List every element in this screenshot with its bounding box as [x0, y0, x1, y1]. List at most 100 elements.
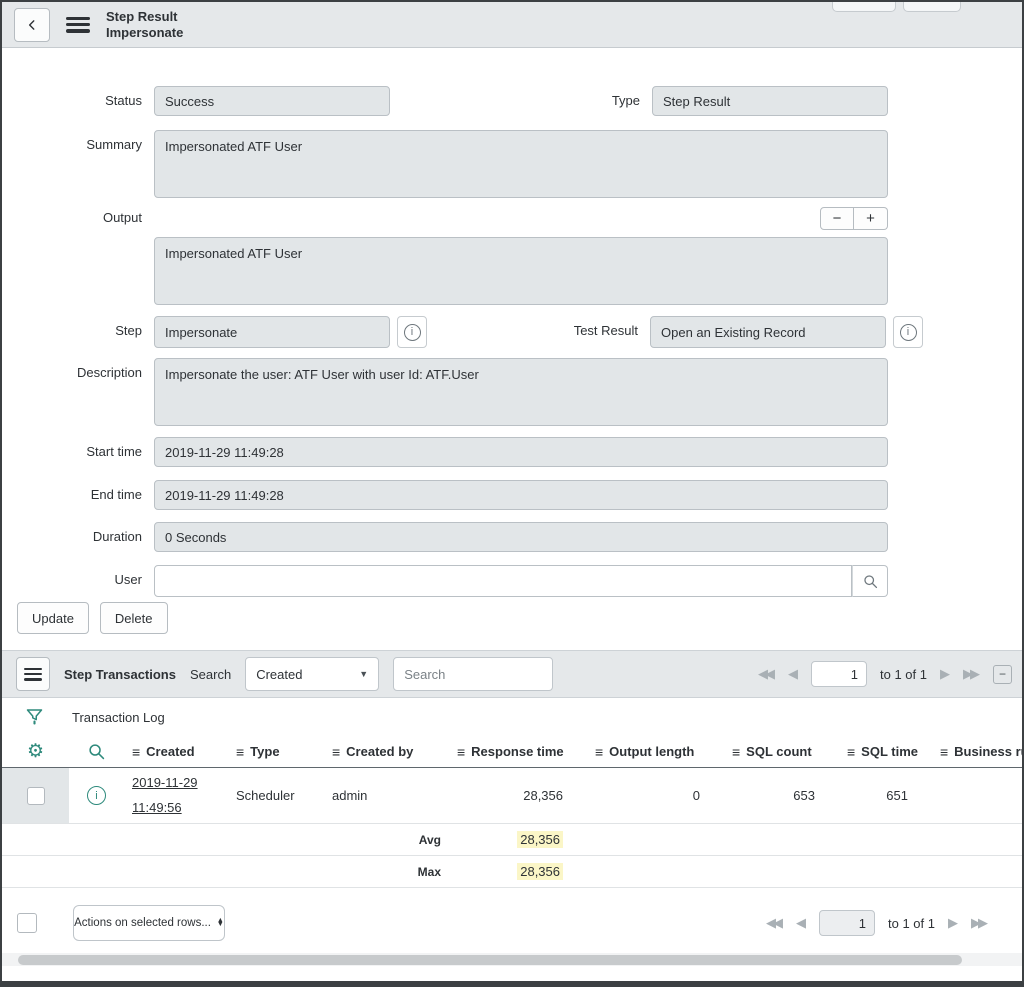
form-row-end-time: End time 2019-11-29 11:49:28 [2, 480, 888, 510]
test-result-field[interactable]: Open an Existing Record [650, 316, 886, 348]
description-field[interactable]: Impersonate the user: ATF User with user… [154, 358, 888, 426]
form-row-step-testresult: Step Impersonate i Test Result Open an E… [2, 316, 923, 348]
chevron-down-icon: ▼ [359, 669, 369, 679]
search-field-selected: Created [256, 666, 303, 682]
description-value: Impersonate the user: ATF User with user… [165, 367, 479, 382]
delete-button[interactable]: Delete [99, 602, 168, 634]
output-spacer-label [2, 237, 142, 244]
highlighted-value: 28,356 [517, 831, 563, 848]
cell-sql-time: 651 [886, 788, 908, 803]
column-header-created[interactable]: ≡ Created [124, 744, 228, 760]
output-grow-button[interactable]: + [854, 207, 888, 230]
record-name-title: Impersonate [106, 24, 184, 40]
list-search-cell [69, 742, 124, 761]
column-label: Type [250, 744, 280, 759]
end-time-field[interactable]: 2019-11-29 11:49:28 [154, 480, 888, 510]
filter-funnel-icon[interactable] [24, 706, 45, 728]
column-label: Created [146, 744, 195, 759]
column-menu-icon: ≡ [236, 743, 245, 760]
description-label: Description [76, 365, 142, 380]
form-row-output-controls: Output − + [2, 207, 888, 230]
user-lookup-button[interactable] [852, 565, 888, 597]
actions-on-selected-rows-select[interactable]: Actions on selected rows... ▲ ▼ [73, 905, 225, 941]
column-label: Output length [609, 744, 695, 759]
end-time-value: 2019-11-29 11:49:28 [165, 487, 284, 503]
output-shrink-button[interactable]: − [820, 207, 854, 230]
chevron-left-icon [28, 19, 35, 30]
output-field[interactable]: Impersonated ATF User [154, 237, 888, 305]
type-label: Type [611, 93, 640, 108]
update-button[interactable]: Update [17, 602, 89, 634]
form-row-duration: Duration 0 Seconds [2, 522, 888, 552]
form-row-start-time: Start time 2019-11-29 11:49:28 [2, 437, 888, 467]
column-header-type[interactable]: ≡ Type [228, 744, 324, 760]
step-preview-button[interactable]: i [397, 316, 427, 348]
row-select-cell [2, 768, 69, 823]
max-response-time: 28,356 [449, 863, 587, 880]
list-search-input[interactable] [393, 657, 554, 691]
next-page-icon[interactable]: ▶ [940, 666, 950, 681]
status-value: Success [165, 93, 215, 109]
status-label: Status [105, 93, 142, 108]
previous-page-icon[interactable]: ◀ [796, 915, 807, 930]
gear-icon[interactable]: ⚙ [26, 741, 45, 762]
column-header-created-by[interactable]: ≡ Created by [324, 744, 449, 760]
step-field[interactable]: Impersonate [154, 316, 390, 348]
page-number-input[interactable] [811, 661, 868, 687]
avg-label: Avg [418, 832, 441, 847]
summary-label: Summary [86, 137, 142, 152]
last-page-icon[interactable]: ▶▶ [963, 666, 980, 681]
column-header-sql-count[interactable]: ≡ SQL count [724, 744, 839, 760]
user-input[interactable] [154, 565, 852, 597]
record-type-title: Step Result [106, 8, 178, 24]
column-header-business-rule[interactable]: ≡ Business rul [932, 744, 1022, 760]
cutoff-header-button-2[interactable] [903, 2, 961, 12]
list-context-menu-button[interactable] [16, 657, 50, 691]
duration-label: Duration [92, 529, 142, 544]
column-menu-icon: ≡ [332, 743, 341, 760]
list-gear-cell: ⚙ [2, 742, 69, 761]
column-menu-icon: ≡ [132, 743, 141, 760]
type-field[interactable]: Step Result [652, 86, 888, 116]
column-header-sql-time[interactable]: ≡ SQL time [839, 744, 932, 760]
cutoff-header-button-1[interactable] [832, 2, 896, 12]
status-field[interactable]: Success [154, 86, 390, 116]
page-number-input[interactable] [819, 910, 876, 936]
output-zoom-controls: − + [154, 207, 888, 230]
end-time-label: End time [90, 487, 142, 502]
horizontal-scrollbar [2, 953, 1022, 966]
test-result-preview-button[interactable]: i [893, 316, 923, 348]
start-time-field[interactable]: 2019-11-29 11:49:28 [154, 437, 888, 467]
select-all-checkbox[interactable] [17, 913, 37, 933]
start-time-label: Start time [86, 444, 142, 459]
cell-response-time: 28,356 [523, 788, 563, 803]
form-context-menu-icon[interactable] [66, 16, 90, 33]
duration-field[interactable]: 0 Seconds [154, 522, 888, 552]
pagination-range-label: to 1 of 1 [880, 666, 927, 682]
filter-breadcrumb[interactable]: Transaction Log [72, 709, 165, 725]
column-header-response-time[interactable]: ≡ Response time [449, 744, 587, 760]
test-result-value: Open an Existing Record [661, 324, 806, 340]
user-reference-group [154, 565, 888, 597]
back-button[interactable] [14, 7, 50, 42]
last-page-icon[interactable]: ▶▶ [971, 915, 988, 930]
table-row: i 2019-11-29 11:49:56 Scheduler admin 28… [2, 768, 1022, 824]
list-search-icon[interactable] [87, 742, 106, 761]
collapse-list-button[interactable]: − [993, 664, 1012, 684]
first-page-icon[interactable]: ◀◀ [766, 915, 783, 930]
row-info-cell: i [69, 786, 124, 805]
search-field-select[interactable]: Created ▼ [245, 657, 380, 691]
summary-field[interactable]: Impersonated ATF User [154, 130, 888, 198]
output-value: Impersonated ATF User [165, 246, 303, 261]
record-preview-icon[interactable]: i [87, 786, 106, 805]
column-label: SQL time [861, 744, 919, 759]
created-record-link[interactable]: 2019-11-29 11:49:56 [132, 774, 198, 815]
column-header-output-length[interactable]: ≡ Output length [587, 744, 724, 760]
first-page-icon[interactable]: ◀◀ [758, 666, 775, 681]
column-label: Created by [346, 744, 414, 759]
row-checkbox[interactable] [26, 786, 45, 805]
scrollbar-thumb[interactable] [18, 954, 962, 965]
user-label: User [114, 572, 142, 587]
next-page-icon[interactable]: ▶ [948, 915, 958, 930]
previous-page-icon[interactable]: ◀ [788, 666, 799, 681]
